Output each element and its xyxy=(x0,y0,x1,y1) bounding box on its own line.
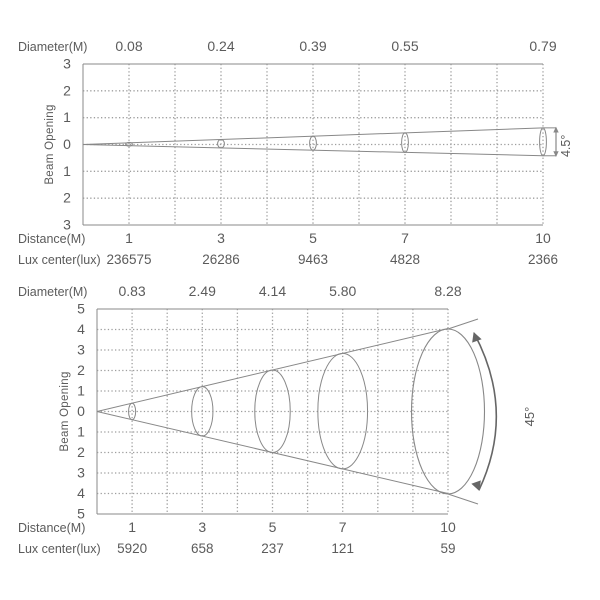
svg-text:59: 59 xyxy=(440,541,455,556)
svg-text:5: 5 xyxy=(77,506,85,522)
svg-text:2: 2 xyxy=(63,190,71,206)
svg-text:2: 2 xyxy=(77,362,85,378)
svg-text:8.28: 8.28 xyxy=(434,283,461,299)
svg-text:121: 121 xyxy=(331,541,354,556)
svg-text:658: 658 xyxy=(191,541,214,556)
svg-text:0.83: 0.83 xyxy=(118,283,145,299)
svg-text:5.80: 5.80 xyxy=(329,283,356,299)
svg-text:4.14: 4.14 xyxy=(259,283,286,299)
svg-text:3: 3 xyxy=(77,342,85,358)
svg-text:7: 7 xyxy=(339,519,347,535)
svg-text:0: 0 xyxy=(63,136,71,152)
svg-text:237: 237 xyxy=(261,541,284,556)
svg-text:4828: 4828 xyxy=(390,252,420,267)
svg-text:10: 10 xyxy=(535,230,551,246)
svg-text:1: 1 xyxy=(125,230,133,246)
svg-text:1: 1 xyxy=(77,383,85,399)
svg-text:Lux center(lux): Lux center(lux) xyxy=(18,542,101,556)
svg-text:1: 1 xyxy=(77,424,85,440)
svg-text:0.39: 0.39 xyxy=(299,38,326,54)
svg-text:3: 3 xyxy=(63,217,71,233)
svg-text:1: 1 xyxy=(63,163,71,179)
svg-text:5920: 5920 xyxy=(117,541,147,556)
svg-text:45°: 45° xyxy=(522,407,537,427)
svg-text:3: 3 xyxy=(217,230,225,246)
svg-text:Distance(M): Distance(M) xyxy=(18,521,85,535)
svg-text:0.24: 0.24 xyxy=(207,38,234,54)
svg-text:3: 3 xyxy=(198,519,206,535)
svg-text:5: 5 xyxy=(309,230,317,246)
svg-text:2.49: 2.49 xyxy=(189,283,216,299)
svg-text:1: 1 xyxy=(128,519,136,535)
svg-text:26286: 26286 xyxy=(202,252,240,267)
svg-text:Beam Opening: Beam Opening xyxy=(44,104,56,184)
svg-text:5: 5 xyxy=(77,301,85,317)
svg-text:Diameter(M): Diameter(M) xyxy=(18,40,87,54)
svg-text:4.5°: 4.5° xyxy=(559,135,573,157)
svg-text:3: 3 xyxy=(63,56,71,72)
svg-text:Lux center(lux): Lux center(lux) xyxy=(18,253,101,267)
svg-text:5: 5 xyxy=(269,519,277,535)
svg-text:Beam Opening: Beam Opening xyxy=(59,371,71,451)
svg-text:3: 3 xyxy=(77,465,85,481)
svg-text:10: 10 xyxy=(440,519,456,535)
svg-text:9463: 9463 xyxy=(298,252,328,267)
svg-text:Diameter(M): Diameter(M) xyxy=(18,285,87,299)
svg-text:2: 2 xyxy=(77,444,85,460)
svg-text:0: 0 xyxy=(77,403,85,419)
svg-text:7: 7 xyxy=(401,230,409,246)
svg-text:0.79: 0.79 xyxy=(529,38,556,54)
svg-text:1: 1 xyxy=(63,109,71,125)
svg-text:2366: 2366 xyxy=(528,252,558,267)
svg-text:4: 4 xyxy=(77,485,85,501)
svg-text:4: 4 xyxy=(77,321,85,337)
svg-text:0.55: 0.55 xyxy=(391,38,418,54)
svg-text:2: 2 xyxy=(63,82,71,98)
svg-text:236575: 236575 xyxy=(106,252,151,267)
svg-text:0.08: 0.08 xyxy=(115,38,142,54)
svg-text:Distance(M): Distance(M) xyxy=(18,232,85,246)
